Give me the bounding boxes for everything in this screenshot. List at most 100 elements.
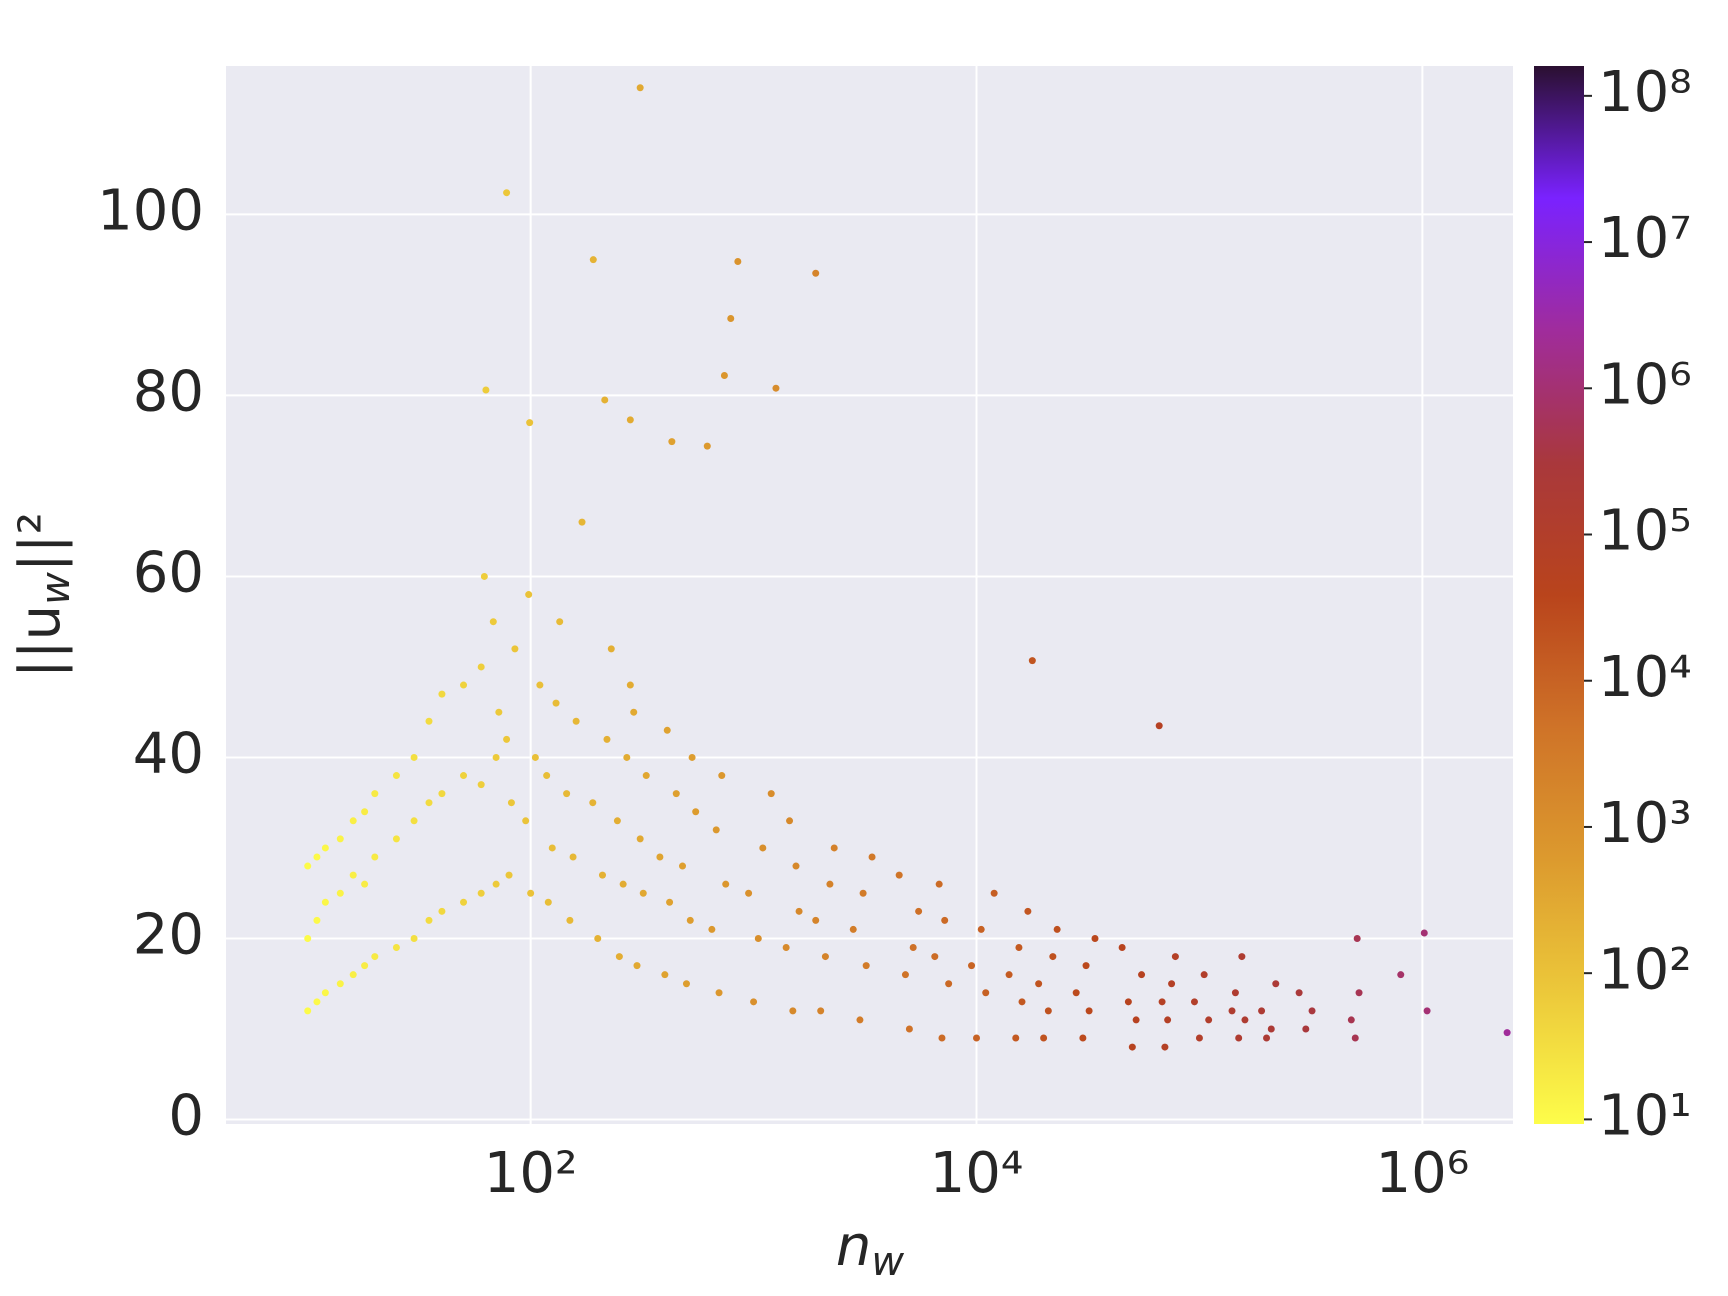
point bbox=[668, 438, 676, 446]
point bbox=[1053, 925, 1061, 933]
point bbox=[563, 790, 571, 798]
point bbox=[968, 962, 976, 970]
point bbox=[1241, 1016, 1249, 1024]
point bbox=[527, 889, 535, 897]
point bbox=[1024, 907, 1032, 915]
point bbox=[795, 907, 803, 915]
point bbox=[1044, 1007, 1052, 1015]
point bbox=[525, 591, 533, 599]
points bbox=[304, 84, 1511, 1051]
point bbox=[313, 998, 321, 1006]
point bbox=[1040, 1034, 1048, 1042]
point bbox=[868, 853, 876, 861]
point bbox=[438, 790, 446, 798]
point bbox=[1138, 971, 1146, 979]
colorbar-tick-label: 10⁶ bbox=[1598, 352, 1692, 417]
point bbox=[321, 898, 329, 906]
point bbox=[615, 953, 623, 961]
plot-area bbox=[226, 66, 1513, 1124]
point bbox=[1190, 998, 1198, 1006]
point bbox=[982, 989, 990, 997]
point bbox=[1308, 1007, 1316, 1015]
point bbox=[1397, 971, 1405, 979]
point bbox=[392, 772, 400, 780]
point bbox=[480, 572, 488, 580]
point bbox=[425, 717, 433, 725]
point bbox=[349, 817, 357, 825]
point bbox=[477, 781, 485, 789]
x-axis-label: nw bbox=[836, 1214, 905, 1285]
point bbox=[826, 880, 834, 888]
colorbar-tick-label: 10⁴ bbox=[1598, 645, 1692, 710]
point bbox=[594, 934, 602, 942]
point bbox=[772, 384, 780, 392]
point bbox=[905, 1025, 913, 1033]
y-label-part: ||u bbox=[8, 605, 73, 678]
point bbox=[349, 871, 357, 879]
point bbox=[505, 871, 513, 879]
point bbox=[626, 416, 634, 424]
point bbox=[663, 726, 671, 734]
point bbox=[511, 645, 519, 653]
colorbar-tick-label: 10⁷ bbox=[1598, 206, 1692, 271]
colorbar-tick-label: 10⁸ bbox=[1598, 60, 1692, 125]
point bbox=[552, 699, 560, 707]
point bbox=[973, 1034, 981, 1042]
point bbox=[1235, 1034, 1243, 1042]
point bbox=[782, 944, 790, 952]
colorbar-tick-label: 10¹ bbox=[1598, 1084, 1692, 1149]
point bbox=[492, 753, 500, 761]
point bbox=[720, 372, 728, 380]
y-tick-label: 60 bbox=[133, 541, 204, 606]
y-axis-label: ||uw||² bbox=[8, 512, 79, 678]
point bbox=[548, 844, 556, 852]
point bbox=[1195, 1034, 1203, 1042]
point bbox=[349, 971, 357, 979]
point bbox=[666, 898, 674, 906]
point bbox=[477, 889, 485, 897]
point bbox=[569, 853, 577, 861]
point bbox=[361, 962, 369, 970]
point bbox=[895, 871, 903, 879]
point bbox=[849, 925, 857, 933]
point bbox=[572, 717, 580, 725]
point bbox=[304, 862, 312, 870]
y-label-sub: w bbox=[33, 572, 79, 605]
point bbox=[1228, 1007, 1236, 1015]
point bbox=[336, 980, 344, 988]
point bbox=[1238, 953, 1246, 961]
point bbox=[935, 880, 943, 888]
point bbox=[909, 944, 917, 952]
point bbox=[938, 1034, 946, 1042]
point bbox=[477, 663, 485, 671]
point bbox=[1302, 1025, 1310, 1033]
point bbox=[715, 989, 723, 997]
x-label-base: n bbox=[836, 1214, 872, 1279]
point bbox=[862, 962, 870, 970]
point bbox=[460, 772, 468, 780]
point bbox=[1118, 944, 1126, 952]
point bbox=[915, 907, 923, 915]
point bbox=[1258, 1007, 1266, 1015]
point bbox=[371, 790, 379, 798]
y-tick-label: 80 bbox=[133, 360, 204, 425]
point bbox=[642, 772, 650, 780]
point bbox=[821, 953, 829, 961]
point bbox=[482, 386, 490, 394]
point bbox=[633, 962, 641, 970]
point bbox=[1155, 722, 1163, 730]
point bbox=[410, 753, 418, 761]
point bbox=[718, 772, 726, 780]
point bbox=[901, 971, 909, 979]
point bbox=[392, 944, 400, 952]
point bbox=[543, 772, 551, 780]
point bbox=[589, 799, 597, 807]
point bbox=[679, 862, 687, 870]
point bbox=[1272, 980, 1280, 988]
point bbox=[812, 269, 820, 277]
point bbox=[598, 871, 606, 879]
point bbox=[1049, 953, 1057, 961]
point bbox=[1168, 980, 1176, 988]
point bbox=[495, 708, 503, 716]
colorbar-tick-label: 10² bbox=[1598, 937, 1692, 1002]
